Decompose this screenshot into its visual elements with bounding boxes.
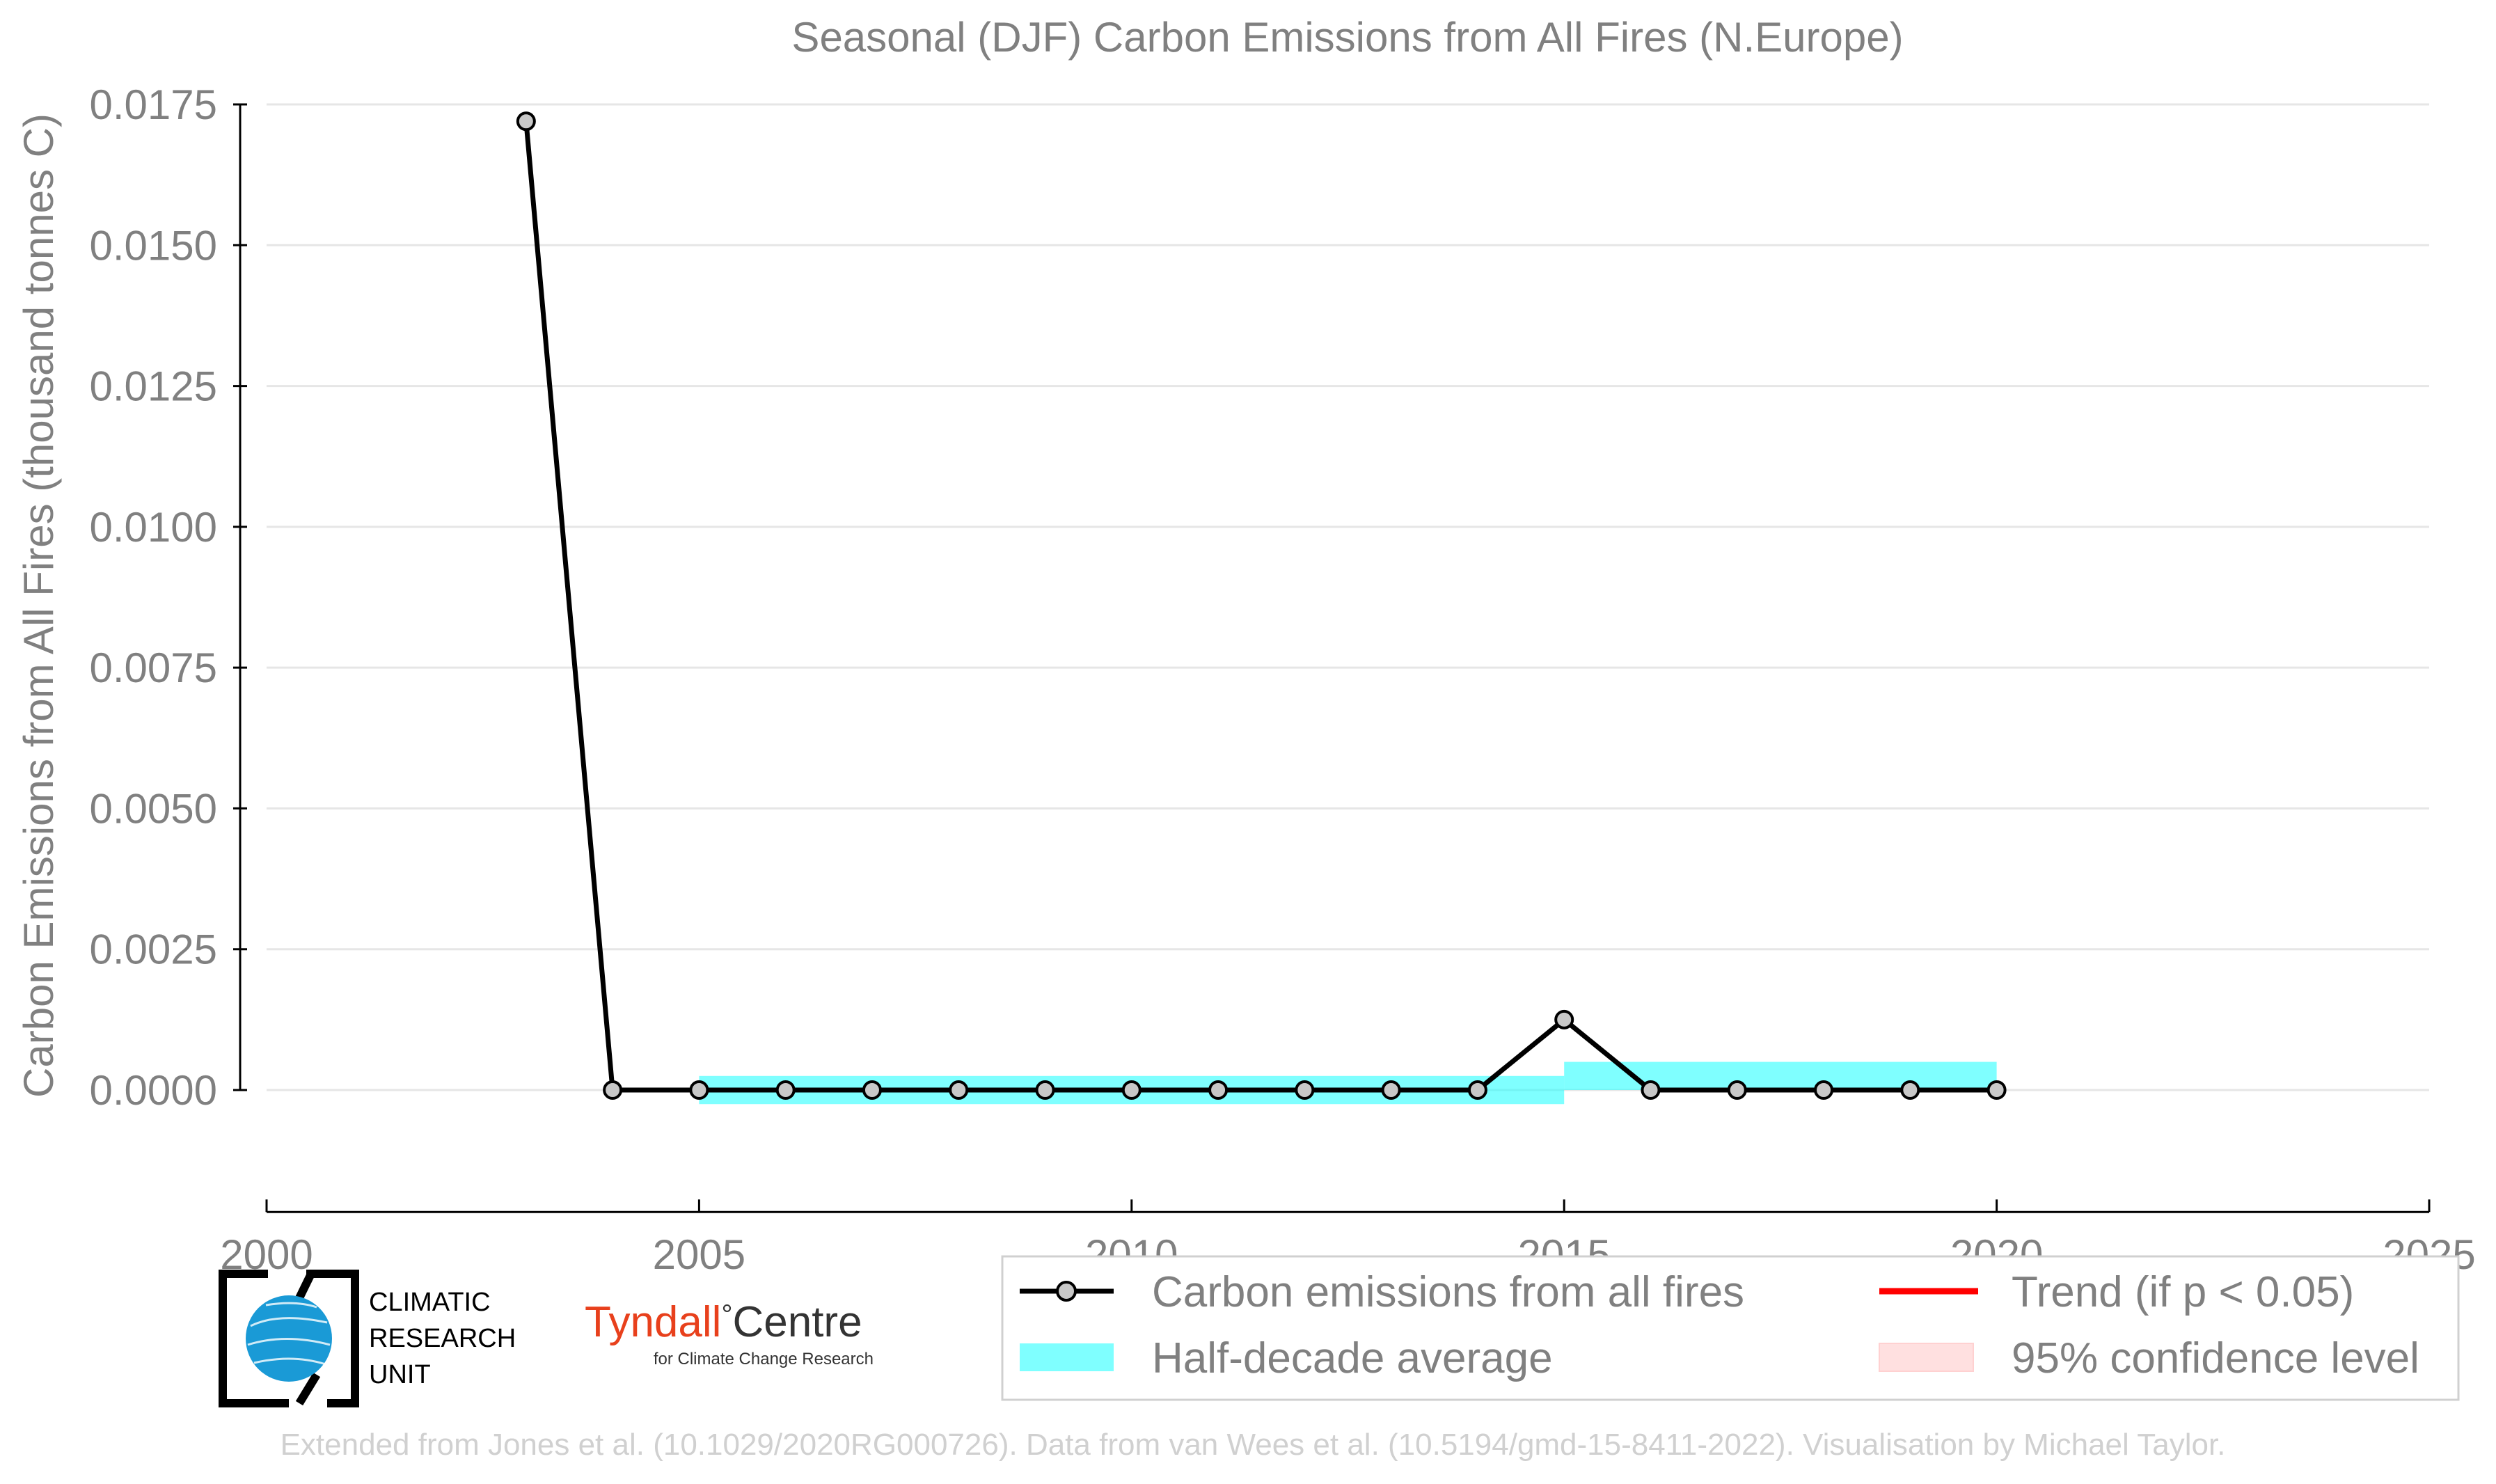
data-point [1727, 1080, 1747, 1100]
legend: Carbon emissions from all fires Trend (i… [1001, 1255, 2460, 1401]
legend-label-confidence: 95% confidence level [2012, 1334, 2419, 1382]
x-tick-label: 2005 [653, 1231, 745, 1278]
cru-text-line1: CLIMATIC [369, 1288, 491, 1317]
data-point [949, 1080, 969, 1100]
y-axis-label: Carbon Emissions from All Fires (thousan… [15, 113, 62, 1098]
legend-confidence-swatch [1879, 1343, 1974, 1372]
credit-text: Extended from Jones et al. (10.1029/2020… [281, 1428, 2226, 1462]
data-point [603, 1080, 623, 1100]
y-tick-label: 0.0025 [89, 926, 217, 973]
legend-band-swatch [1020, 1343, 1114, 1371]
tyndall-logo: Tyndall°Centre for Climate Change Resear… [585, 1298, 874, 1368]
gridlines [267, 103, 2429, 1091]
series-line [523, 120, 1997, 1093]
y-tick-label: 0.0125 [89, 363, 217, 410]
y-tick-labels: 0.0000 0.0025 0.0050 0.0075 0.0100 0.0125 0.01… [89, 81, 217, 1114]
legend-item-half-decade: Half-decade average [1020, 1334, 1553, 1382]
data-point [1641, 1080, 1661, 1100]
legend-label-trend: Trend (if p < 0.05) [2012, 1268, 2354, 1316]
y-tick-label: 0.0050 [89, 785, 217, 832]
legend-item-trend: Trend (if p < 0.05) [1879, 1268, 2354, 1316]
y-tick-label: 0.0000 [89, 1067, 217, 1114]
data-point [1035, 1080, 1055, 1100]
half-decade-band [1564, 1061, 1997, 1090]
y-tick-label: 0.0175 [89, 81, 217, 128]
series-carbon-emissions [516, 111, 2007, 1100]
y-tick-label: 0.0075 [89, 645, 217, 691]
legend-item-confidence: 95% confidence level [1879, 1334, 2419, 1382]
data-point [1554, 1009, 1574, 1029]
legend-label-half-decade: Half-decade average [1152, 1334, 1553, 1382]
legend-box [1001, 1255, 2460, 1401]
tyndall-name-left: Tyndall [585, 1298, 721, 1346]
tyndall-degree: ° [721, 1300, 732, 1330]
axes [233, 103, 2431, 1213]
globe-icon [246, 1295, 332, 1382]
legend-item-carbon-emissions: Carbon emissions from all fires [1020, 1268, 1744, 1316]
data-point [1814, 1080, 1834, 1100]
half-decade-bands [699, 1061, 1997, 1105]
data-point [1295, 1080, 1315, 1100]
data-point [1208, 1080, 1229, 1100]
data-point [516, 111, 536, 132]
data-point [1986, 1080, 2007, 1100]
tyndall-subtitle: for Climate Change Research [654, 1350, 874, 1368]
cru-text-line3: UNIT [369, 1360, 431, 1389]
cru-text-line2: RESEARCH [369, 1324, 516, 1353]
legend-marker-swatch [1056, 1281, 1077, 1302]
y-tick-label: 0.0150 [89, 222, 217, 269]
y-tick-label: 0.0100 [89, 504, 217, 551]
tyndall-name-right: Centre [732, 1298, 862, 1346]
svg-text:Tyndall°Centre: Tyndall°Centre [585, 1298, 862, 1346]
chart-title: Seasonal (DJF) Carbon Emissions from All… [791, 14, 1903, 61]
data-point [1121, 1080, 1142, 1100]
data-point [689, 1080, 709, 1100]
cru-logo: CLIMATIC RESEARCH UNIT [219, 1270, 516, 1407]
legend-label-carbon-emissions: Carbon emissions from all fires [1152, 1268, 1744, 1316]
data-point [1900, 1080, 1920, 1100]
data-point [1381, 1080, 1401, 1100]
data-point [862, 1080, 882, 1100]
data-point [1467, 1080, 1487, 1100]
data-point [775, 1080, 796, 1100]
